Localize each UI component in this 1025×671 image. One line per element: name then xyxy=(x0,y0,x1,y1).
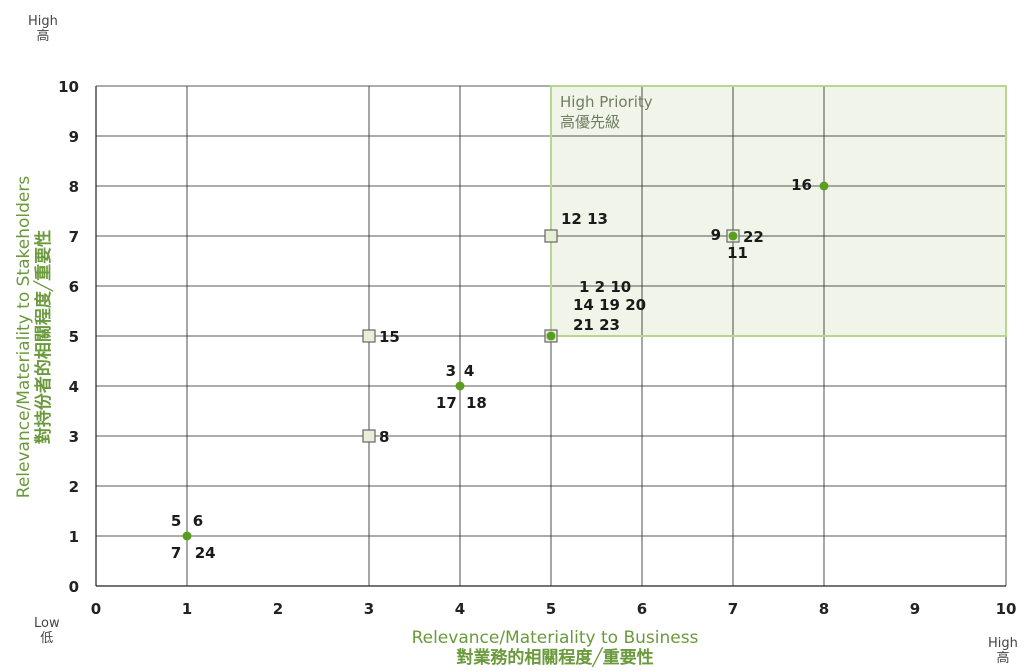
low-zh: 低 xyxy=(40,631,54,646)
point-dot-6 xyxy=(728,231,738,241)
x-tick-label-10: 10 xyxy=(996,600,1017,618)
high-priority-region xyxy=(551,86,1006,336)
x-tick-label-0: 0 xyxy=(91,600,101,618)
low-en: Low xyxy=(34,616,60,631)
x-tick-label-3: 3 xyxy=(364,600,374,618)
x-tick-label-5: 5 xyxy=(546,600,556,618)
point-dot-5 xyxy=(546,331,556,341)
y-tick-label-7: 7 xyxy=(69,228,79,246)
point-label-0-0: 5 xyxy=(171,512,181,530)
point-label-6-2: 11 xyxy=(727,244,748,262)
x-high-en: High xyxy=(988,636,1018,651)
x-axis-high-label: High 高 xyxy=(988,636,1018,666)
y-axis-title-en: Relevance/Materiality to Stakeholders xyxy=(14,175,34,499)
y-axis-title: Relevance/Materiality to Stakeholders 對持… xyxy=(14,77,54,597)
y-tick-label-10: 10 xyxy=(58,78,79,96)
x-tick-label-2: 2 xyxy=(273,600,283,618)
point-label-3-0: 3 xyxy=(446,362,456,380)
x-axis-title-en: Relevance/Materiality to Business xyxy=(411,628,699,648)
y-axis-high-label: High 高 xyxy=(28,14,58,44)
x-tick-label-4: 4 xyxy=(455,600,465,618)
x-tick-label-8: 8 xyxy=(819,600,829,618)
x-high-zh: 高 xyxy=(996,651,1010,666)
point-square-2 xyxy=(362,329,376,343)
y-tick-label-8: 8 xyxy=(69,178,79,196)
point-label-6-1: 22 xyxy=(743,228,764,246)
x-axis-title-zh: 對業務的相關程度╱重要性 xyxy=(456,648,654,668)
y-high-zh: 高 xyxy=(36,29,50,44)
y-tick-label-9: 9 xyxy=(69,128,79,146)
x-axis-title: Relevance/Materiality to Business 對業務的相關… xyxy=(300,628,810,668)
origin-low-label: Low 低 xyxy=(34,616,60,646)
point-square-4 xyxy=(544,229,558,243)
point-label-5-1: 14 19 20 xyxy=(573,296,646,314)
point-label-0-1: 6 xyxy=(193,512,203,530)
point-label-4-0: 12 13 xyxy=(561,210,608,228)
point-label-0-2: 7 xyxy=(171,544,181,562)
y-tick-label-5: 5 xyxy=(69,328,79,346)
point-dot-3 xyxy=(455,381,465,391)
y-tick-label-4: 4 xyxy=(69,378,79,396)
point-label-0-3: 24 xyxy=(195,544,216,562)
point-label-6-0: 9 xyxy=(711,226,721,244)
point-label-3-1: 4 xyxy=(464,362,474,380)
point-label-3-2: 17 xyxy=(436,394,457,412)
high-priority-label-zh: 高優先級 xyxy=(560,113,620,131)
y-tick-label-2: 2 xyxy=(69,478,79,496)
x-tick-label-9: 9 xyxy=(910,600,920,618)
y-high-en: High xyxy=(28,14,58,29)
point-dot-0 xyxy=(182,531,192,541)
point-label-5-0: 1 2 10 xyxy=(579,278,631,296)
y-tick-label-6: 6 xyxy=(69,278,79,296)
x-tick-label-6: 6 xyxy=(637,600,647,618)
point-square-1 xyxy=(362,429,376,443)
y-tick-label-0: 0 xyxy=(69,578,79,596)
x-tick-label-1: 1 xyxy=(182,600,192,618)
point-label-5-2: 21 23 xyxy=(573,316,620,334)
y-tick-label-3: 3 xyxy=(69,428,79,446)
y-tick-label-1: 1 xyxy=(69,528,79,546)
point-label-7-0: 16 xyxy=(791,176,812,194)
point-label-1-0: 8 xyxy=(379,428,389,446)
high-priority-label-en: High Priority xyxy=(560,93,653,111)
point-label-2-0: 15 xyxy=(379,328,400,346)
point-label-3-3: 18 xyxy=(466,394,487,412)
y-axis-title-zh: 對持份者的相關程度╱重要性 xyxy=(34,229,54,445)
x-tick-label-7: 7 xyxy=(728,600,738,618)
point-dot-7 xyxy=(819,181,829,191)
high-priority-border xyxy=(550,85,1007,337)
